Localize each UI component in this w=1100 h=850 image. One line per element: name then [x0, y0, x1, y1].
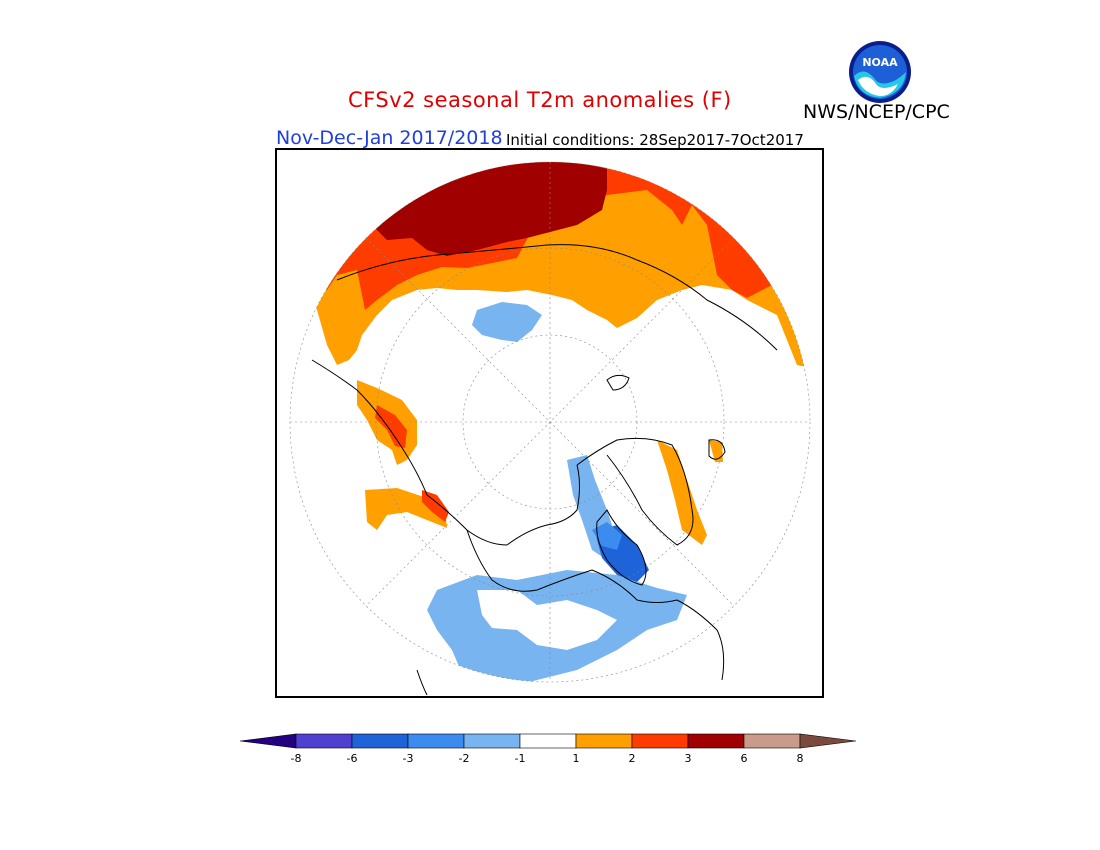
colorbar-tick-label: 3	[685, 752, 692, 765]
colorbar-arrow-left	[239, 733, 297, 749]
coastlines	[311, 244, 778, 696]
colorbar-segment	[463, 733, 521, 749]
cool-anomaly-baffin	[592, 522, 622, 550]
colorbar-tick-label: 1	[573, 752, 580, 765]
warm-anomaly-alaska-core	[375, 405, 407, 448]
initial-conditions-label: Initial conditions: 28Sep2017-7Oct2017	[506, 131, 804, 149]
noaa-logo: NOAA	[849, 41, 911, 103]
colorbar-tick-label: 2	[629, 752, 636, 765]
colorbar-segment	[519, 733, 577, 749]
colorbar-tick-label: -6	[347, 752, 358, 765]
warm-anomaly-nw-america-core	[422, 490, 449, 522]
season-label: Nov-Dec-Jan 2017/2018	[276, 127, 503, 149]
map-title: CFSv2 seasonal T2m anomalies (F)	[348, 88, 732, 112]
map-frame	[275, 148, 824, 698]
colorbar-tick-label: -2	[459, 752, 470, 765]
colorbar-segment	[407, 733, 465, 749]
cool-anomaly-labrador	[627, 596, 682, 625]
colorbar-tick-label: -3	[403, 752, 414, 765]
warm-anomaly-iceland	[709, 440, 723, 462]
agency-label: NWS/NCEP/CPC	[803, 101, 950, 123]
colorbar-segment	[575, 733, 633, 749]
colorbar-segment	[687, 733, 745, 749]
colorbar-segment	[351, 733, 409, 749]
graticule	[289, 161, 811, 683]
colorbar-tick-label: -8	[291, 752, 302, 765]
warm-anomaly-greenland	[657, 440, 707, 545]
colorbar: -8 -6 -3 -2 -1 1 2 3 6 8	[239, 733, 857, 765]
noaa-logo-text: NOAA	[862, 56, 898, 69]
colorbar-segment	[631, 733, 689, 749]
polar-map	[289, 161, 811, 696]
colorbar-segment	[295, 733, 353, 749]
colorbar-segment	[743, 733, 801, 749]
neutral-patch-canada	[477, 590, 617, 650]
colorbar-tick-label: 6	[741, 752, 748, 765]
colorbar-arrow-right	[799, 733, 857, 749]
colorbar-tick-label: -1	[515, 752, 526, 765]
cool-anomaly-siberia	[472, 302, 542, 342]
colorbar-tick-label: 8	[797, 752, 804, 765]
